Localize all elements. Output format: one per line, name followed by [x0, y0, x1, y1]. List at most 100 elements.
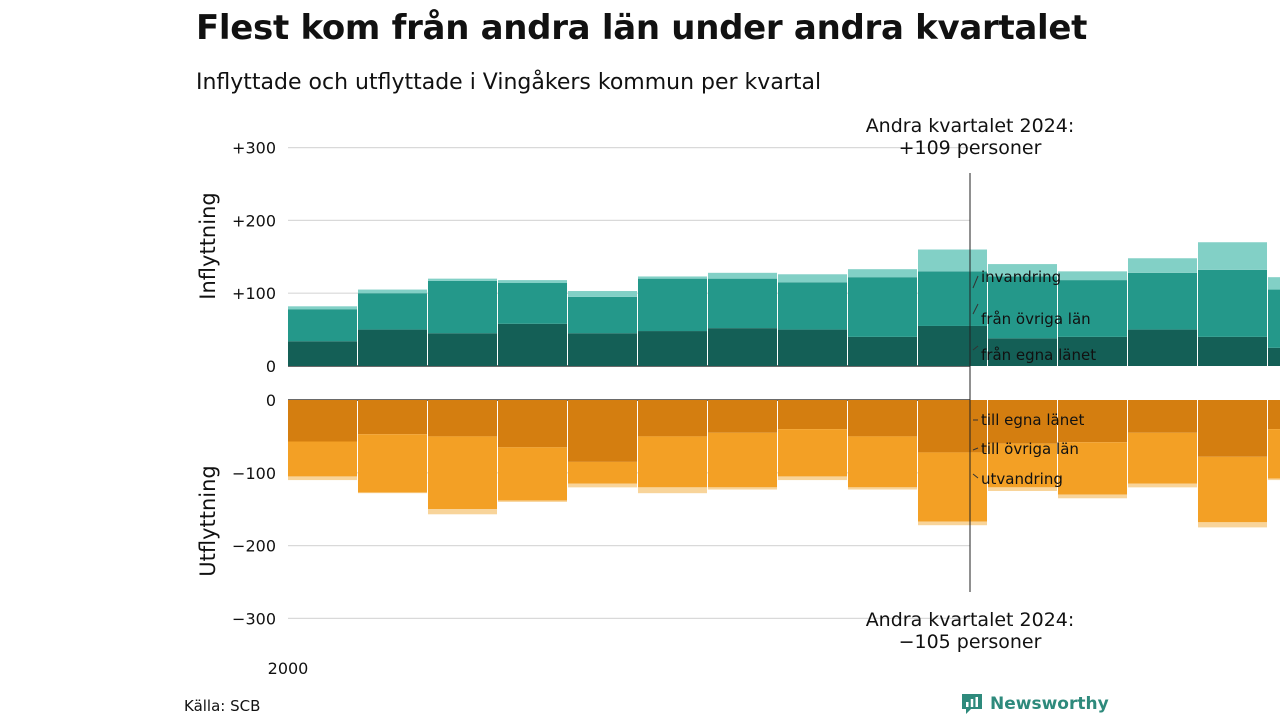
inflow-bar-egna — [1268, 347, 1280, 366]
legend-leader — [972, 473, 979, 479]
outflow-bar-utvandring — [358, 492, 427, 494]
y-axis-title-bottom: Utflyttning — [196, 465, 220, 577]
outflow-bar-ovriga — [1198, 456, 1267, 523]
y-tick-label: 0 — [266, 391, 276, 410]
inflow-bar-invandring — [638, 276, 707, 279]
annotation-top-line2: +109 personer — [899, 137, 1042, 159]
inflow-bar-egna — [638, 331, 707, 366]
outflow-bar-utvandring — [638, 487, 707, 494]
outflow-bar-egna — [358, 400, 427, 435]
outflow-bar-egna — [1268, 400, 1280, 430]
inflow-bar-egna — [358, 329, 427, 366]
inflow-bar-ovriga — [1058, 280, 1127, 337]
y-tick-label: −100 — [232, 464, 276, 483]
inflow-bar-invandring — [1128, 258, 1197, 273]
outflow-bar-egna — [568, 400, 637, 462]
outflow-bar-egna — [1198, 400, 1267, 457]
legend-label-out: till övriga län — [981, 440, 1079, 458]
legend-label-in: från övriga län — [981, 310, 1091, 328]
outflow-bar-utvandring — [1058, 494, 1127, 499]
inflow-bar-egna — [708, 328, 777, 366]
legend-label-in: från egna länet — [981, 346, 1096, 364]
inflow-bar-egna — [1128, 329, 1197, 366]
chart-title: Flest kom från andra län under andra kva… — [196, 8, 1088, 48]
inflow-bar-invandring — [848, 269, 917, 278]
inflow-bar-ovriga — [498, 283, 567, 324]
y-tick-label: 0 — [266, 357, 276, 376]
legend-leader — [972, 303, 979, 315]
legend-label-out: till egna länet — [981, 411, 1084, 429]
inflow-bar-invandring — [568, 291, 637, 297]
annotation-bottom-line1: Andra kvartalet 2024: — [866, 609, 1075, 631]
inflow-bar-egna — [568, 333, 637, 366]
outflow-bar-utvandring — [1128, 483, 1197, 488]
x-tick-label: 2000 — [268, 659, 309, 678]
inflow-bar-invandring — [428, 278, 497, 281]
inflow-bar-ovriga — [778, 282, 847, 330]
outflow-bar-utvandring — [848, 487, 917, 490]
outflow-bar-egna — [848, 400, 917, 437]
outflow-bar-ovriga — [778, 429, 847, 477]
inflow-bar-egna — [848, 336, 917, 366]
inflow-bar-invandring — [1268, 277, 1280, 290]
inflow-bar-egna — [918, 325, 987, 366]
inflow-bar-invandring — [498, 280, 567, 284]
brand-name: Newsworthy — [990, 694, 1109, 714]
inflow-bar-ovriga — [358, 293, 427, 330]
inflow-bar-ovriga — [428, 280, 497, 334]
outflow-bar-ovriga — [918, 452, 987, 522]
inflow-bar-egna — [778, 329, 847, 366]
outflow-bar-egna — [498, 400, 567, 448]
inflow-bar-ovriga — [918, 271, 987, 326]
inflow-bar-ovriga — [568, 296, 637, 334]
outflow-bar-ovriga — [1268, 429, 1280, 479]
outflow-bar-ovriga — [358, 434, 427, 493]
outflow-bar-ovriga — [1128, 432, 1197, 484]
outflow-bar-egna — [428, 400, 497, 437]
inflow-bar-ovriga — [638, 278, 707, 332]
inflow-bar-invandring — [1058, 271, 1127, 281]
inflow-bar-invandring — [708, 272, 777, 279]
outflow-bar-ovriga — [288, 441, 357, 477]
outflow-bar-utvandring — [778, 476, 847, 481]
outflow-bar-utvandring — [288, 476, 357, 481]
outflow-bar-ovriga — [988, 443, 1057, 488]
outflow-bar-ovriga — [428, 436, 497, 510]
annotation-top-line1: Andra kvartalet 2024: — [866, 115, 1075, 137]
brand-logo[interactable]: Newsworthy — [960, 692, 1109, 716]
inflow-bar-egna — [1058, 336, 1127, 366]
inflow-bar-ovriga — [708, 278, 777, 329]
outflow-bar-utvandring — [568, 483, 637, 488]
inflow-bar-ovriga — [848, 277, 917, 337]
inflow-bar-ovriga — [1198, 269, 1267, 337]
outflow-bar-egna — [708, 400, 777, 433]
chat-bar-icon — [962, 694, 982, 714]
inflow-bar-egna — [988, 338, 1057, 366]
legend-leader — [972, 275, 979, 289]
inflow-bar-egna — [498, 323, 567, 366]
outflow-bar-ovriga — [568, 461, 637, 484]
outflow-bar-egna — [1058, 400, 1127, 443]
outflow-bar-ovriga — [638, 436, 707, 488]
inflow-bar-egna — [288, 341, 357, 366]
outflow-bar-ovriga — [708, 432, 777, 488]
outflow-bar-egna — [288, 400, 357, 442]
outflow-bar-egna — [1128, 400, 1197, 433]
outflow-bar-egna — [638, 400, 707, 437]
y-tick-label: +200 — [232, 211, 276, 230]
y-tick-label: −200 — [232, 537, 276, 556]
y-tick-label: −300 — [232, 609, 276, 628]
outflow-bar-utvandring — [1268, 478, 1280, 481]
outflow-bar-egna — [918, 400, 987, 453]
y-tick-label: +300 — [232, 139, 276, 158]
outflow-bar-egna — [778, 400, 847, 430]
y-axis-title-top: Inflyttning — [196, 192, 220, 299]
legend-leader — [972, 345, 979, 351]
inflow-bar-invandring — [288, 306, 357, 310]
inflow-bar-invandring — [918, 249, 987, 272]
outflow-bar-utvandring — [428, 509, 497, 515]
inflow-bar-invandring — [1198, 242, 1267, 270]
legend-leader — [972, 447, 979, 451]
inflow-bar-invandring — [778, 274, 847, 283]
outflow-bar-utvandring — [498, 500, 567, 502]
